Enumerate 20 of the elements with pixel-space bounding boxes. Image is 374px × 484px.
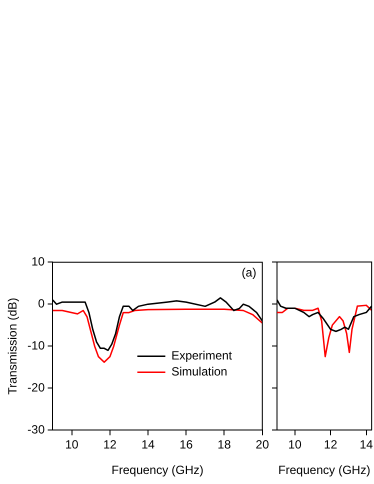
x-tick-label: 18	[218, 438, 232, 452]
x-axis-title: Frequency (GHz)	[112, 463, 204, 478]
legend-label: Simulation	[171, 364, 228, 379]
y-axis-title: Transmission (dB)	[6, 298, 20, 395]
x-axis-title: Frequency (GHz)	[278, 463, 370, 478]
y-tick-label: 10	[31, 254, 46, 269]
x-tick-label: 20	[256, 438, 270, 452]
y-tick-label: -10	[27, 338, 46, 353]
y-tick-label: -30	[27, 422, 46, 437]
y-tick-label: 0	[38, 296, 46, 311]
x-tick-label: 12	[324, 438, 338, 452]
annotation: (a)	[242, 266, 256, 280]
x-tick-label: 16	[179, 438, 194, 452]
y-tick-label: -20	[27, 380, 46, 395]
x-tick-label: 14	[141, 438, 156, 452]
x-tick-label: 14	[360, 438, 374, 452]
x-tick-label: 12	[103, 438, 117, 452]
legend-label: Experiment	[171, 348, 233, 363]
x-tick-label: 10	[65, 438, 79, 452]
x-tick-label: 10	[288, 438, 302, 452]
